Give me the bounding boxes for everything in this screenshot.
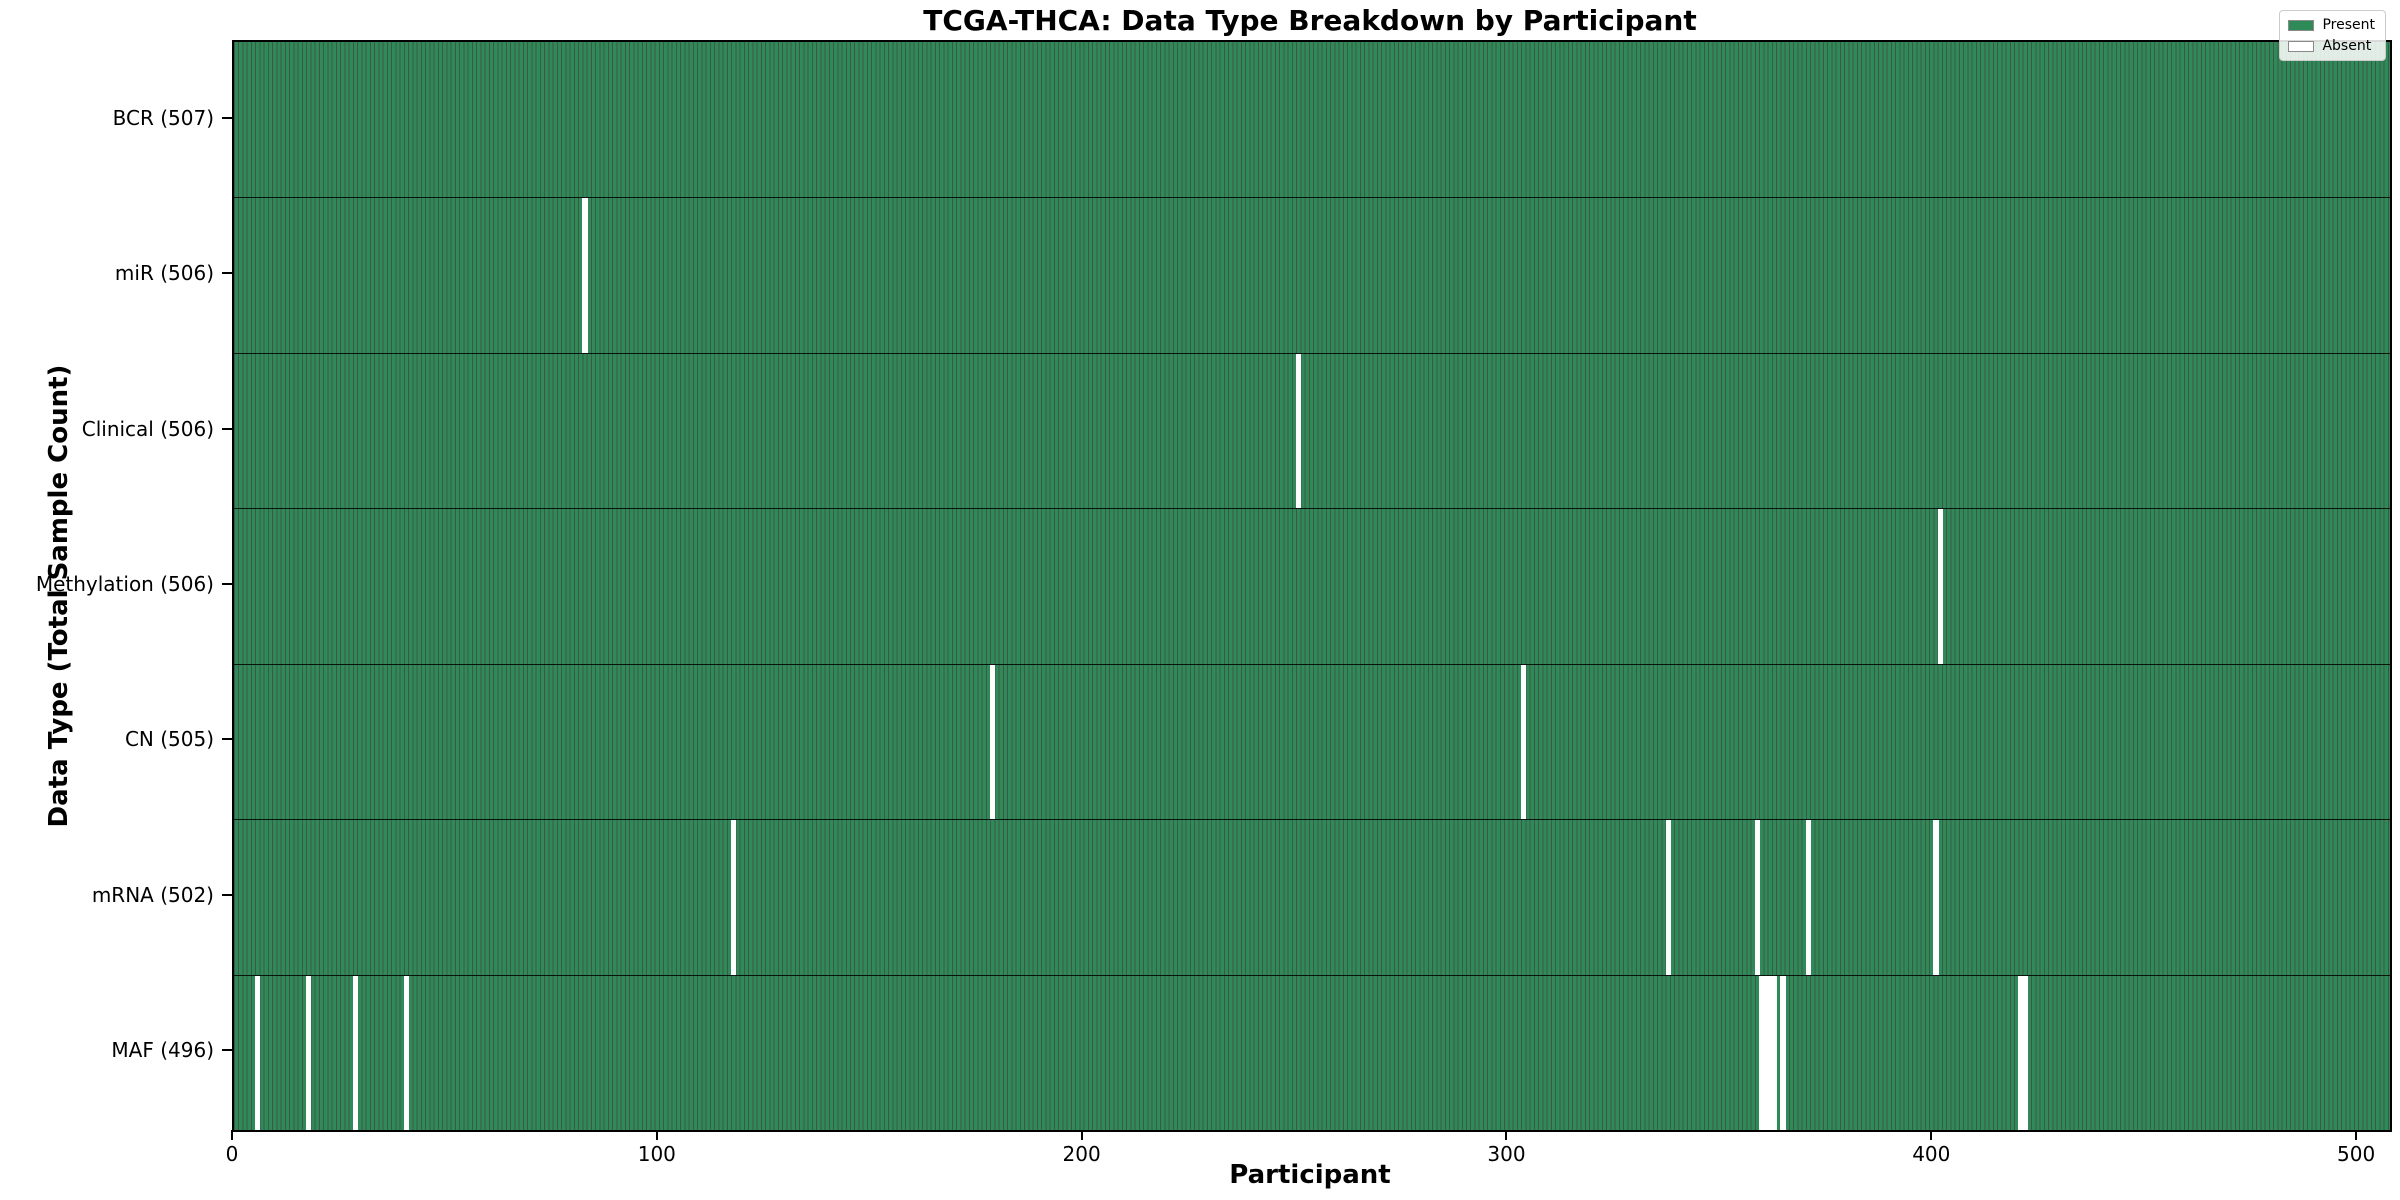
y-tick-mark <box>222 583 232 585</box>
y-tick-label: MAF (496) <box>111 1038 214 1063</box>
absent-stripe <box>1759 975 1765 1130</box>
absent-stripe <box>990 664 996 820</box>
y-tick-mark <box>222 116 232 119</box>
absent-stripe <box>1933 820 1939 975</box>
x-tick-label: 0 <box>225 1142 239 1166</box>
absent-stripe <box>731 820 737 975</box>
chart-title: TCGA-THCA: Data Type Breakdown by Partic… <box>923 4 1697 37</box>
absent-stripe <box>1771 975 1778 1130</box>
y-tick-label: mRNA (502) <box>91 882 214 907</box>
absent-stripe <box>1937 509 1943 664</box>
x-tick-mark <box>2355 1130 2358 1140</box>
absent-stripe <box>2022 975 2028 1130</box>
heatmap-row-Methylation <box>234 508 2390 664</box>
plot-area <box>232 40 2392 1132</box>
absent-stripe <box>306 975 312 1130</box>
y-tick-mark <box>222 1049 232 1052</box>
legend-swatch-present <box>2288 19 2315 31</box>
legend-swatch-absent <box>2288 40 2315 52</box>
heatmap-row-Clinical <box>234 352 2390 509</box>
absent-stripe <box>1296 353 1302 509</box>
x-tick-mark <box>231 1130 233 1140</box>
absent-stripe <box>403 975 410 1130</box>
heatmap-row-mRNA <box>234 819 2390 975</box>
y-tick-label: Methylation (506) <box>35 572 214 596</box>
absent-stripe <box>1665 820 1671 975</box>
y-tick-mark <box>222 427 232 430</box>
absent-stripe <box>1767 975 1773 1130</box>
y-tick-mark <box>222 893 232 896</box>
y-tick-label: CN (505) <box>124 727 214 752</box>
legend-label: Absent <box>2322 38 2372 54</box>
legend-item-absent: Absent <box>2288 38 2375 54</box>
legend: Present Absent <box>2279 10 2386 61</box>
y-tick-mark <box>222 272 232 275</box>
absent-stripe <box>1780 975 1786 1130</box>
x-tick-mark <box>655 1130 658 1140</box>
x-tick-mark <box>1505 1130 1508 1140</box>
x-tick-label: 500 <box>2337 1142 2376 1166</box>
absent-stripe <box>2018 975 2024 1130</box>
absent-stripe <box>352 975 359 1130</box>
absent-stripe <box>1521 664 1527 820</box>
x-tick-mark <box>1080 1130 1083 1140</box>
heatmap-row-MAF <box>234 974 2390 1130</box>
x-tick-label: 200 <box>1062 1142 1101 1166</box>
x-tick-mark <box>1930 1130 1933 1140</box>
y-tick-label: miR (506) <box>114 261 214 286</box>
legend-item-present: Present <box>2288 17 2375 33</box>
absent-stripe <box>1754 820 1761 975</box>
heatmap-row-BCR <box>234 42 2390 198</box>
y-tick-mark <box>222 738 232 741</box>
x-tick-label: 100 <box>637 1142 676 1166</box>
x-tick-label: 400 <box>1912 1142 1951 1166</box>
heatmap-row-CN <box>234 663 2390 820</box>
absent-stripe <box>255 975 261 1130</box>
y-axis-label: Data Type (Total Sample Count) <box>44 364 74 828</box>
y-tick-label: BCR (507) <box>112 105 214 130</box>
heatmap-row-miR <box>234 197 2390 353</box>
x-axis-label: Participant <box>1229 1160 1391 1190</box>
absent-stripe <box>1763 975 1769 1130</box>
absent-stripe <box>582 198 588 353</box>
x-tick-label: 300 <box>1487 1142 1526 1166</box>
legend-label: Present <box>2322 17 2375 33</box>
y-tick-label: Clinical (506) <box>81 416 214 441</box>
absent-stripe <box>1805 820 1812 975</box>
